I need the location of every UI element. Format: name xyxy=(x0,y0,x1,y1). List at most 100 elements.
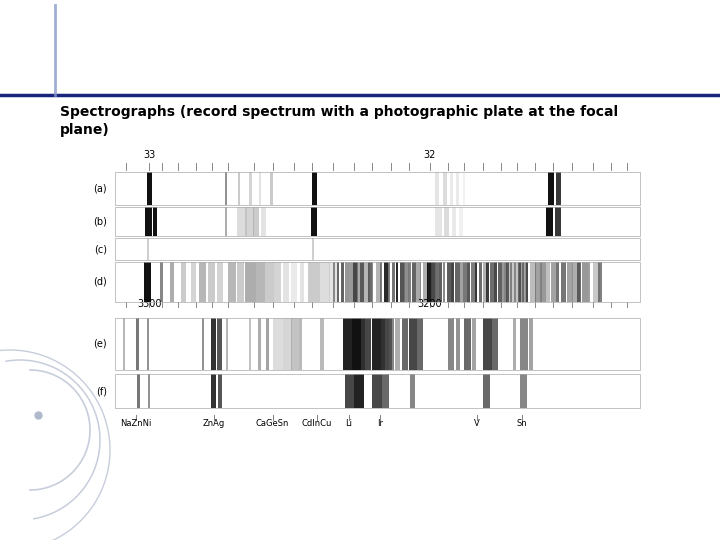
Bar xyxy=(136,318,139,370)
Bar xyxy=(598,262,603,302)
Bar xyxy=(415,262,420,302)
Bar xyxy=(181,262,186,302)
Bar xyxy=(451,262,454,302)
Bar xyxy=(464,318,472,370)
Bar xyxy=(202,318,204,370)
Bar xyxy=(417,318,423,370)
Bar xyxy=(153,207,157,236)
Bar xyxy=(410,374,415,408)
Bar xyxy=(146,318,149,370)
Text: (a): (a) xyxy=(94,184,107,193)
Bar xyxy=(404,262,409,302)
Bar xyxy=(115,207,640,236)
Bar xyxy=(474,262,477,302)
Text: (d): (d) xyxy=(94,277,107,287)
Bar xyxy=(436,207,441,236)
Bar xyxy=(354,374,364,408)
Text: (b): (b) xyxy=(93,217,107,226)
Bar xyxy=(487,262,490,302)
Bar xyxy=(482,318,492,370)
Text: CdInCu: CdInCu xyxy=(302,419,333,428)
Bar xyxy=(567,262,573,302)
Bar xyxy=(551,262,556,302)
Bar xyxy=(482,374,490,408)
Text: (f): (f) xyxy=(96,386,107,396)
Bar xyxy=(337,262,338,302)
Bar xyxy=(519,262,526,302)
Bar xyxy=(459,207,463,236)
Bar xyxy=(170,262,174,302)
Bar xyxy=(456,318,461,370)
Bar xyxy=(372,262,374,302)
Bar xyxy=(209,262,215,302)
Bar xyxy=(396,262,397,302)
Bar xyxy=(447,262,451,302)
Bar xyxy=(436,262,439,302)
Bar xyxy=(228,262,236,302)
Bar xyxy=(506,262,510,302)
Bar xyxy=(361,318,372,370)
Bar xyxy=(211,374,216,408)
Bar xyxy=(320,262,330,302)
Bar xyxy=(572,262,580,302)
Bar xyxy=(462,172,465,205)
Bar xyxy=(456,172,459,205)
Bar xyxy=(137,374,140,408)
Bar xyxy=(577,262,580,302)
Bar xyxy=(265,262,274,302)
Bar xyxy=(226,318,228,370)
Bar xyxy=(582,262,588,302)
Text: ZnAg: ZnAg xyxy=(202,419,225,428)
Text: Li: Li xyxy=(345,419,352,428)
Bar xyxy=(498,262,502,302)
Bar xyxy=(238,172,240,205)
Bar xyxy=(513,318,516,370)
Bar xyxy=(395,318,400,370)
Bar xyxy=(270,172,272,205)
Bar xyxy=(450,172,453,205)
Bar xyxy=(562,262,566,302)
Bar xyxy=(356,262,360,302)
Text: Ir: Ir xyxy=(377,419,383,428)
Bar xyxy=(146,172,152,205)
Bar xyxy=(431,262,436,302)
Bar xyxy=(217,262,222,302)
Bar xyxy=(312,238,314,260)
Bar xyxy=(341,262,343,302)
Text: 32: 32 xyxy=(424,150,436,160)
Bar xyxy=(372,318,385,370)
Bar xyxy=(210,318,216,370)
Bar xyxy=(199,262,207,302)
Bar xyxy=(246,207,253,236)
Bar xyxy=(312,172,317,205)
Bar xyxy=(443,262,446,302)
Bar xyxy=(253,207,259,236)
Bar xyxy=(451,207,456,236)
Bar xyxy=(528,318,533,370)
Bar xyxy=(389,318,394,370)
Bar xyxy=(436,172,439,205)
Bar xyxy=(353,262,358,302)
Bar xyxy=(320,318,324,370)
Bar xyxy=(518,262,521,302)
Bar xyxy=(402,318,408,370)
Bar xyxy=(412,262,416,302)
Bar xyxy=(463,262,467,302)
Bar xyxy=(148,374,150,408)
Bar xyxy=(522,262,524,302)
Bar xyxy=(115,374,640,408)
Bar xyxy=(345,262,348,302)
Bar xyxy=(225,207,228,236)
Bar xyxy=(409,318,418,370)
Bar xyxy=(472,318,476,370)
Bar xyxy=(459,262,463,302)
Bar xyxy=(238,207,247,236)
Bar xyxy=(521,318,528,370)
Bar xyxy=(329,262,338,302)
Bar xyxy=(115,318,640,370)
Text: NaZnNi: NaZnNi xyxy=(120,419,152,428)
Bar xyxy=(526,262,528,302)
Bar xyxy=(311,207,317,236)
Bar xyxy=(381,374,389,408)
Text: V: V xyxy=(474,419,480,428)
